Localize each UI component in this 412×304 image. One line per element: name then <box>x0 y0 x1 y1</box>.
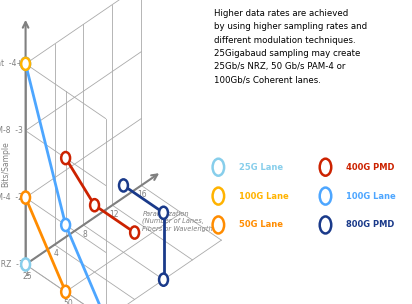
Text: 50G Lane: 50G Lane <box>239 220 283 230</box>
Text: 800G PMD: 800G PMD <box>346 220 394 230</box>
Text: Bits/Sample: Bits/Sample <box>1 141 10 187</box>
Circle shape <box>213 159 224 176</box>
Text: PAM-8  -3: PAM-8 -3 <box>0 126 23 135</box>
Circle shape <box>21 58 30 70</box>
Circle shape <box>61 152 70 164</box>
Text: 1: 1 <box>24 269 29 278</box>
Text: 25G Lane: 25G Lane <box>239 163 283 172</box>
Text: 50: 50 <box>63 299 73 304</box>
Circle shape <box>90 199 99 211</box>
Circle shape <box>21 192 30 204</box>
Text: 25: 25 <box>23 272 33 281</box>
Circle shape <box>213 216 224 233</box>
Text: PAM-4  -2: PAM-4 -2 <box>0 193 23 202</box>
Text: NRZ  -1: NRZ -1 <box>0 260 23 269</box>
Text: Higher data rates are achieved
by using higher sampling rates and
different modu: Higher data rates are achieved by using … <box>214 9 368 84</box>
Circle shape <box>159 274 168 286</box>
Text: Parallelization
(Number of Lanes,
Fibers or Wavelengths): Parallelization (Number of Lanes, Fibers… <box>143 210 219 232</box>
Circle shape <box>21 58 30 70</box>
Circle shape <box>61 286 70 298</box>
Circle shape <box>320 159 331 176</box>
Text: 8: 8 <box>82 230 87 239</box>
Text: 12: 12 <box>109 210 118 219</box>
Circle shape <box>130 226 139 239</box>
Text: Coherent  -4+: Coherent -4+ <box>0 59 23 68</box>
Text: 100G Lane: 100G Lane <box>346 192 396 201</box>
Text: 400G PMD: 400G PMD <box>346 163 395 172</box>
Circle shape <box>119 179 128 192</box>
Circle shape <box>21 258 30 271</box>
Text: 4: 4 <box>53 249 58 258</box>
Circle shape <box>213 188 224 205</box>
Circle shape <box>159 207 168 219</box>
Circle shape <box>320 188 331 205</box>
Text: 100G Lane: 100G Lane <box>239 192 289 201</box>
Circle shape <box>320 216 331 233</box>
Text: 16: 16 <box>138 190 147 199</box>
Circle shape <box>61 219 70 231</box>
